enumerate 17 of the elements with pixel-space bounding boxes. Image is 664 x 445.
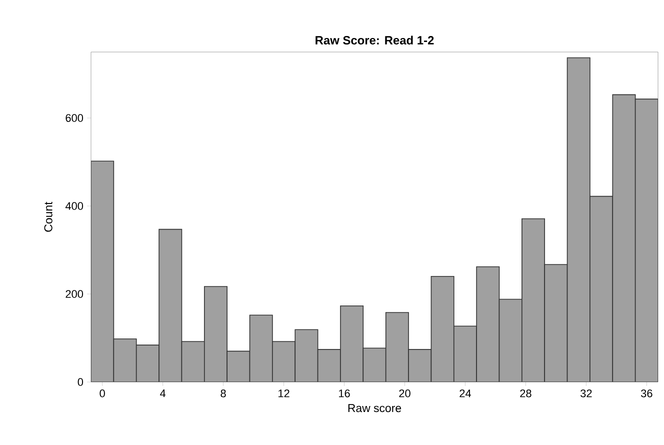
- x-tick-label: 4: [160, 390, 166, 398]
- y-tick-label: 200: [66, 290, 84, 298]
- chart-title: Raw Score: Read 1-2: [316, 36, 434, 44]
- x-tick-label: 0: [100, 390, 105, 398]
- x-tick-label: 32: [580, 390, 592, 398]
- x-tick-label: 16: [338, 390, 350, 398]
- x-tick-label: 12: [278, 390, 290, 398]
- y-tick-label: 0: [78, 378, 84, 386]
- x-tick-label: 28: [520, 390, 532, 398]
- y-tick-label: 600: [66, 114, 84, 122]
- x-tick-label: 8: [220, 390, 226, 398]
- y-axis-title: Count: [44, 202, 52, 232]
- x-axis-title: Raw score: [348, 404, 402, 412]
- x-tick-label: 20: [399, 390, 410, 398]
- x-tick-label: 24: [460, 390, 471, 398]
- x-tick-label: 36: [640, 390, 652, 398]
- y-tick-label: 400: [65, 202, 84, 210]
